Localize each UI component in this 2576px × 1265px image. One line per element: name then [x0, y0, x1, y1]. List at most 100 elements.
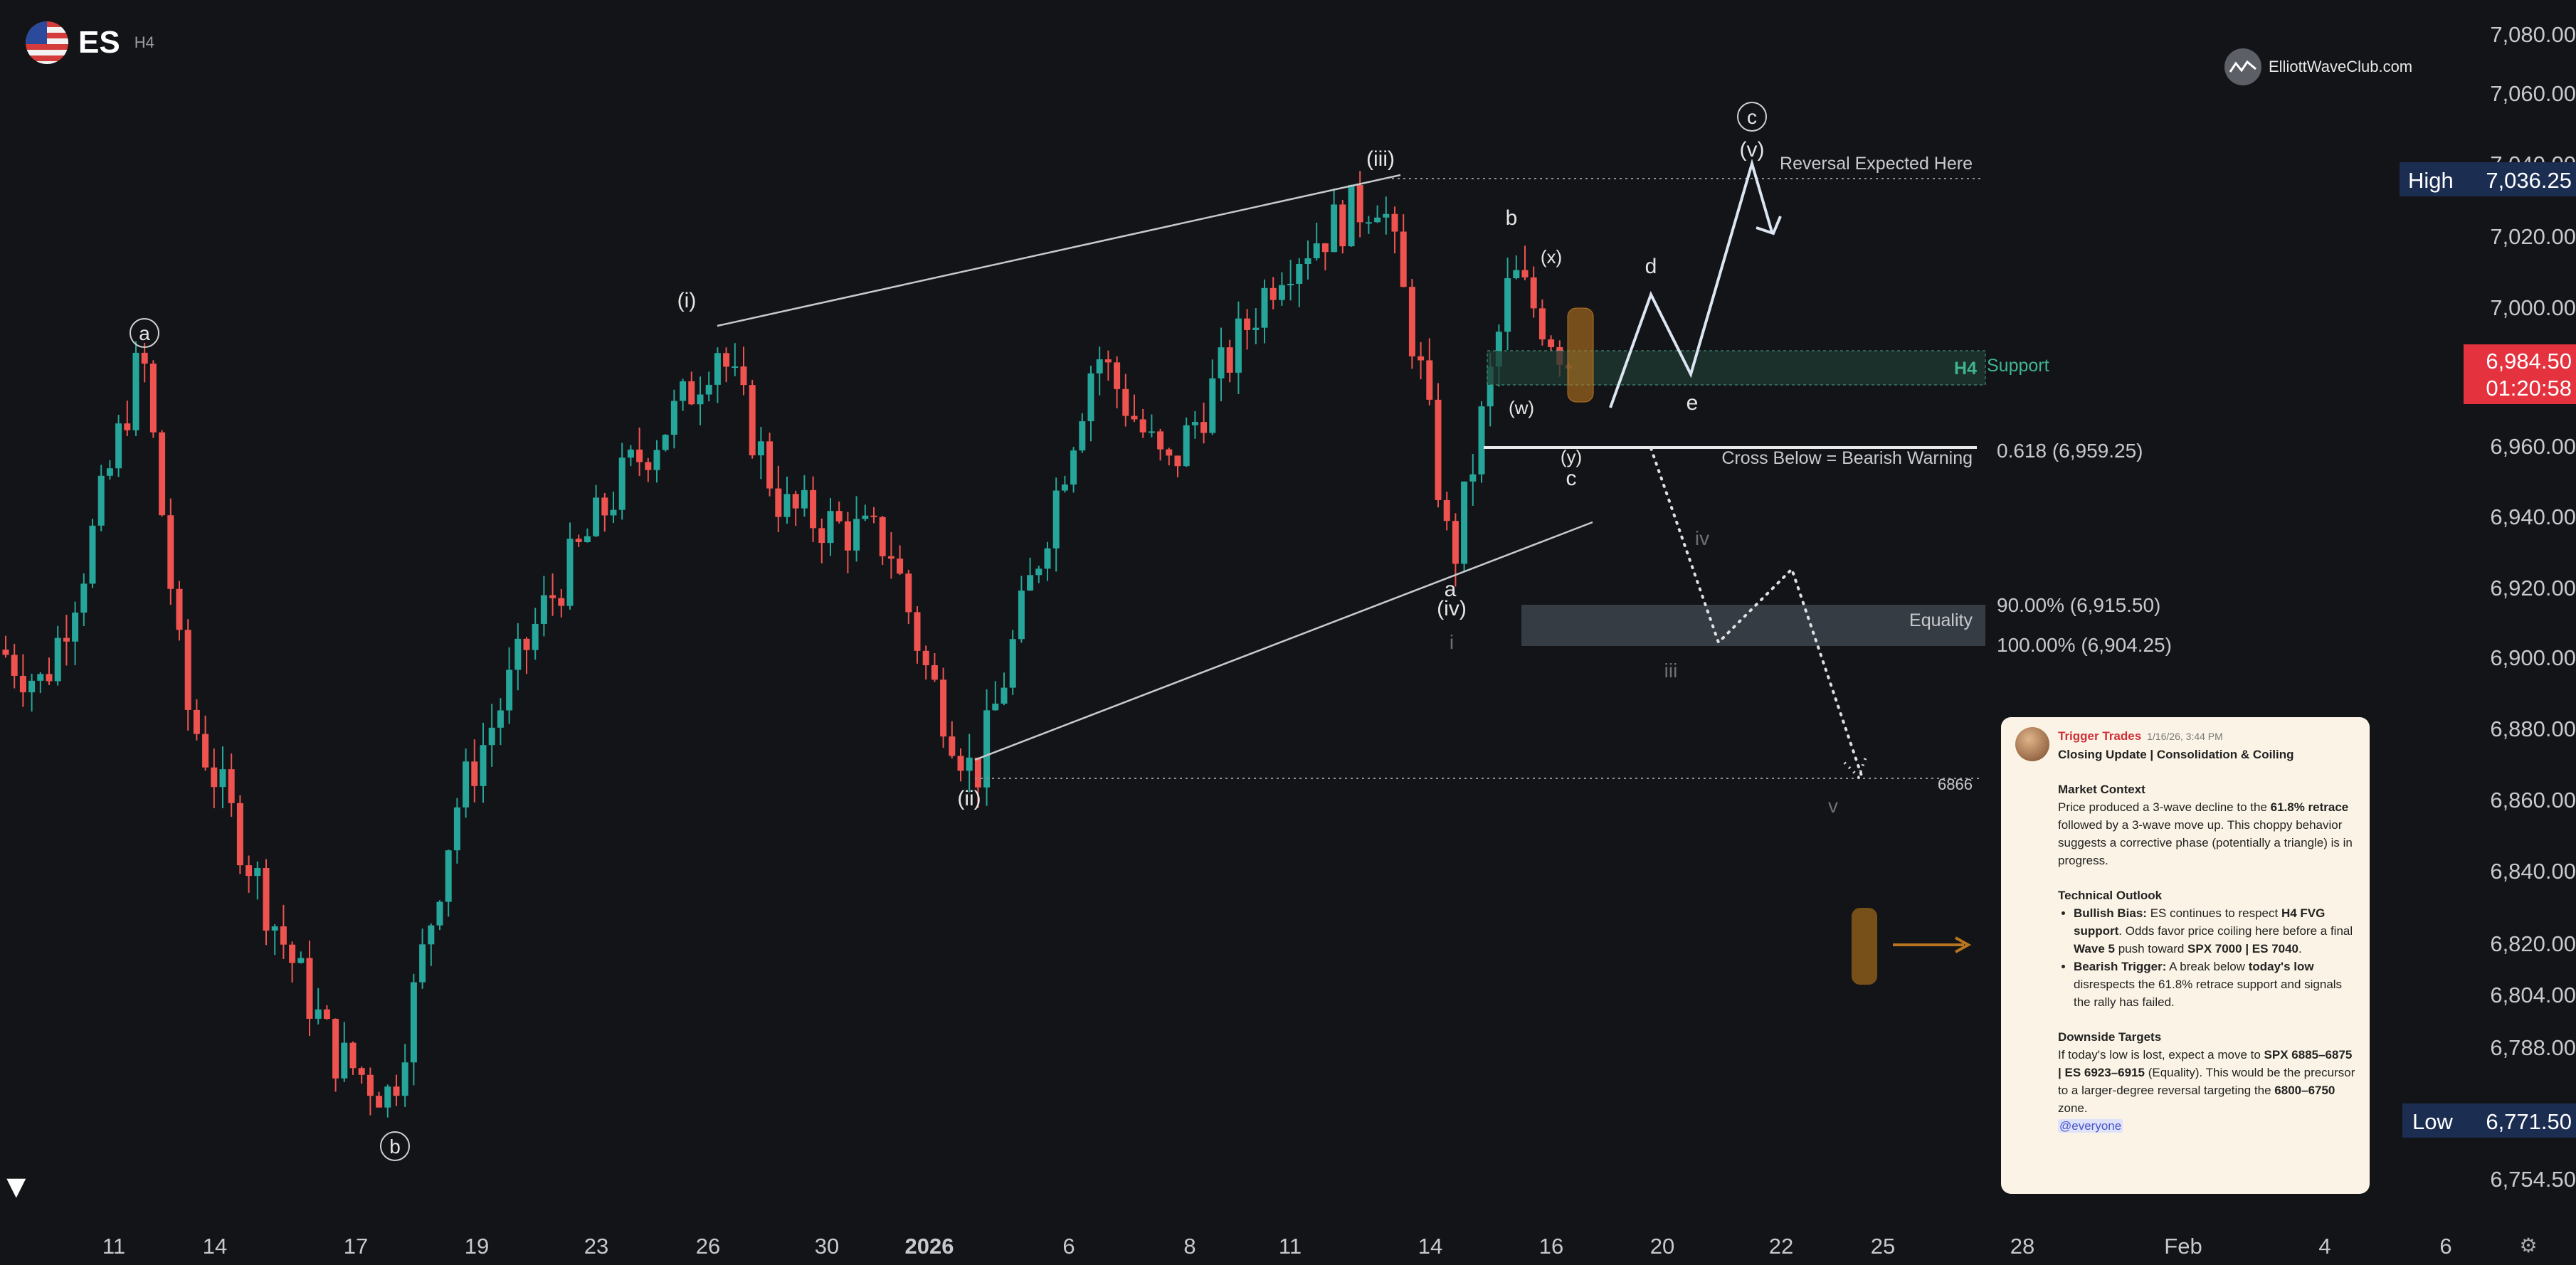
candle-body: [957, 756, 964, 771]
candle-body: [115, 423, 122, 469]
wave-logo-icon: [2224, 48, 2261, 85]
candle-body: [63, 637, 70, 642]
wave-label-v-small: v: [1828, 795, 1838, 817]
time-tick-label: 16: [1539, 1234, 1563, 1259]
candle-body: [723, 353, 730, 367]
fib-100-text: 100.00% (6,904.25): [1997, 634, 2172, 656]
candle-body: [1061, 485, 1068, 491]
price-tick-label: 7,060.00: [2490, 81, 2576, 106]
candle-body: [1538, 308, 1546, 340]
wave-label-b2: b: [1506, 206, 1518, 230]
candle-body: [1296, 264, 1303, 284]
candle-body: [1191, 422, 1198, 425]
candle-body: [992, 703, 999, 711]
everyone-mention[interactable]: @everyone: [2058, 1119, 2123, 1133]
highlight-box: [1567, 307, 1594, 403]
note-marker: [1852, 908, 1877, 985]
time-tick-label: 22: [1769, 1234, 1793, 1259]
candles-layer: [2, 171, 1572, 1118]
candle-body: [1269, 287, 1277, 300]
candle-body: [1304, 258, 1311, 265]
candle-body: [1174, 455, 1181, 467]
candle-body: [445, 850, 452, 902]
price-tick-label: 6,860.00: [2490, 788, 2576, 813]
bearish-arrow-head: [1843, 756, 1867, 780]
candle-body: [1278, 285, 1285, 300]
bearish-projection: [1649, 447, 1863, 777]
candle-body: [202, 734, 209, 768]
wave-label-y: (y): [1561, 446, 1582, 467]
candle-body: [1521, 270, 1529, 277]
candle-body: [1122, 388, 1129, 416]
candle-body: [540, 595, 547, 624]
tradingview-logo-icon[interactable]: ▼: [0, 1168, 33, 1205]
upper-channel-line: [717, 174, 1401, 327]
time-tick-label: 20: [1650, 1234, 1674, 1259]
candle-body: [1418, 356, 1425, 361]
price-tick-label: 7,080.00: [2490, 22, 2576, 47]
candle-body: [974, 757, 981, 788]
price-tick-label: 6,840.00: [2490, 859, 2576, 884]
candle-body: [1087, 373, 1094, 422]
candle-body: [72, 612, 79, 642]
wave-label-x: (x): [1541, 246, 1562, 268]
candle-body: [566, 539, 574, 606]
bearish-warning-text: Cross Below = Bearish Warning: [1721, 448, 1973, 468]
candle-body: [949, 736, 956, 756]
candle-body: [1426, 360, 1433, 400]
price-tick-label: 6,940.00: [2490, 504, 2576, 529]
timeframe-label[interactable]: H4: [134, 33, 154, 51]
time-tick-label: 6: [1062, 1234, 1075, 1259]
time-tick-label: 30: [815, 1234, 839, 1259]
settings-icon[interactable]: ⚙: [2519, 1234, 2538, 1256]
time-tick-label: 2026: [905, 1234, 954, 1259]
low-tag-value: 6,771.50: [2486, 1109, 2572, 1134]
candle-body: [419, 944, 426, 983]
symbol-header[interactable]: ES H4: [26, 21, 154, 64]
candle-body: [1495, 332, 1502, 367]
candle-body: [453, 807, 460, 851]
candle-body: [1331, 204, 1338, 253]
price-tick-label: 7,020.00: [2490, 224, 2576, 249]
candle-body: [966, 757, 973, 771]
candle-body: [280, 926, 287, 945]
section-technical-outlook: Technical Outlook: [2058, 889, 2163, 902]
candle-body: [810, 489, 817, 529]
candle-body: [879, 517, 886, 556]
candle-body: [853, 519, 860, 551]
candle-body: [1391, 213, 1398, 232]
candle-body: [931, 665, 938, 680]
candle-body: [1018, 591, 1025, 640]
candle-body: [1461, 481, 1468, 564]
candle-body: [1218, 347, 1225, 379]
candle-body: [384, 1086, 391, 1108]
symbol-label: ES: [78, 25, 120, 60]
note-title: Closing Update | Consolidation & Coiling: [2058, 748, 2294, 761]
wave-label-c3: c: [1566, 467, 1577, 490]
candle-body: [159, 432, 166, 516]
wave-label-e: e: [1686, 391, 1699, 415]
candle-body: [306, 958, 313, 1019]
fib-618-text: 0.618 (6,959.25): [1997, 440, 2143, 462]
brand-name: ElliottWaveClub.com: [2269, 58, 2413, 75]
candle-body: [471, 761, 478, 786]
candle-body: [1356, 184, 1363, 223]
candle-body: [1435, 399, 1442, 500]
candle-body: [428, 925, 435, 945]
candle-body: [97, 475, 105, 526]
candle-body: [410, 982, 417, 1063]
candle-body: [1244, 318, 1251, 330]
wave-label-a: a: [139, 322, 150, 344]
candle-body: [1530, 277, 1537, 309]
candle-body: [601, 497, 608, 516]
candle-body: [645, 462, 652, 470]
candle-body: [636, 449, 643, 462]
candle-body: [236, 803, 243, 866]
list-item: Bullish Bias: ES continues to respect H4…: [2074, 904, 2355, 958]
time-tick-label: 6: [2439, 1234, 2451, 1259]
candle-body: [627, 449, 634, 458]
brand-watermark: ElliottWaveClub.com: [2224, 48, 2412, 85]
candle-body: [463, 761, 470, 808]
candle-body: [289, 944, 296, 963]
